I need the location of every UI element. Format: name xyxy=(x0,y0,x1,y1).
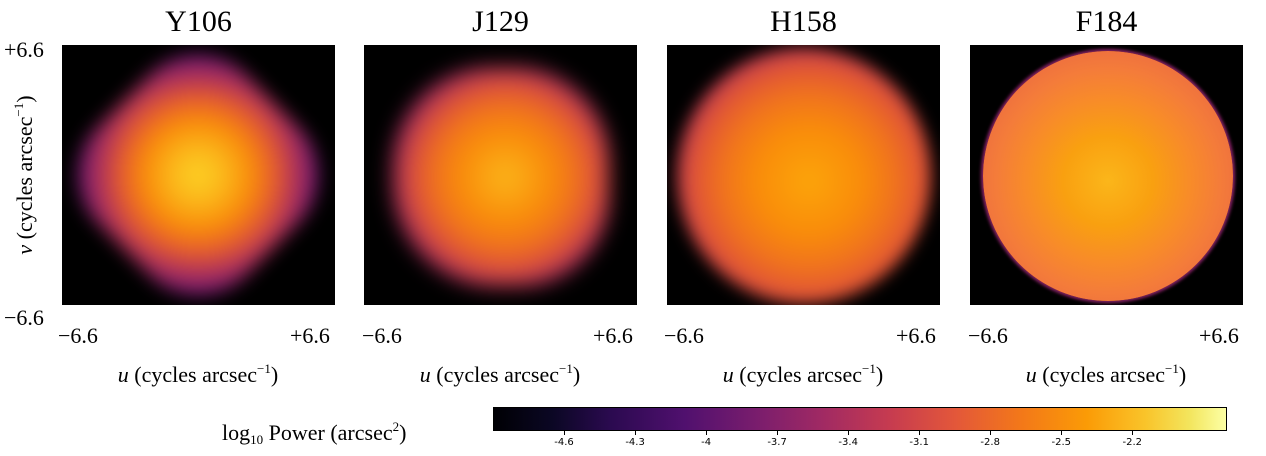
power-spectrum-y106 xyxy=(62,45,335,305)
panel-title-y106: Y106 xyxy=(165,5,232,38)
heatmap-panel-h158 xyxy=(667,45,940,305)
colorbar-tick-mark xyxy=(777,431,779,435)
heatmap-panel-j129 xyxy=(364,45,637,305)
x-tick-left-f184: −6.6 xyxy=(968,323,1008,348)
heatmap-panel-y106 xyxy=(62,45,335,305)
colorbar-tick-label: -4.6 xyxy=(554,437,574,448)
colorbar-tick-label: -2.5 xyxy=(1051,437,1072,448)
x-tick-right-h158: +6.6 xyxy=(896,323,936,348)
colorbar-tick-mark xyxy=(1061,431,1063,435)
colorbar-tick-label: -2.2 xyxy=(1122,437,1143,448)
power-spectrum-j129 xyxy=(392,67,610,287)
colorbar-tick-mark xyxy=(1132,431,1134,435)
colorbar-tick-mark xyxy=(635,431,637,435)
x-axis-label-h158: u (cycles arcsec−1) xyxy=(722,361,884,387)
x-tick-right-j129: +6.6 xyxy=(593,323,633,348)
colorbar-tick-mark xyxy=(848,431,850,435)
colorbar-tick-mark xyxy=(706,431,708,435)
power-spectrum-h158 xyxy=(677,48,931,304)
x-tick-right-f184: +6.6 xyxy=(1199,323,1239,348)
x-tick-right-y106: +6.6 xyxy=(290,323,330,348)
colorbar-tick-label: -4 xyxy=(701,437,712,448)
x-tick-left-h158: −6.6 xyxy=(664,323,704,348)
colorbar-tick-label: -3.7 xyxy=(767,437,787,448)
y-tick-bottom: −6.6 xyxy=(4,305,44,330)
panel-title-h158: H158 xyxy=(770,5,837,38)
y-tick-top: +6.6 xyxy=(4,37,44,62)
colorbar-tick-label: -2.8 xyxy=(980,437,1000,448)
colorbar-tick-label: -3.4 xyxy=(838,437,858,448)
colorbar-label: log10 Power (arcsec2) xyxy=(222,419,407,447)
colorbar-tick-mark xyxy=(564,431,565,435)
y-axis-label: v (cycles arcsec−1) xyxy=(11,95,37,255)
panel-title-j129: J129 xyxy=(472,5,529,38)
heatmap-panel-f184 xyxy=(970,45,1243,305)
colorbar xyxy=(493,407,1227,431)
colorbar-tick-label: -3.1 xyxy=(909,437,929,448)
colorbar-tick-mark xyxy=(919,431,921,435)
x-axis-label-y106: u (cycles arcsec−1) xyxy=(117,361,279,387)
x-tick-left-j129: −6.6 xyxy=(362,323,402,348)
x-axis-label-f184: u (cycles arcsec−1) xyxy=(1025,361,1187,387)
x-tick-left-y106: −6.6 xyxy=(58,323,98,348)
colorbar-tick-mark xyxy=(990,431,992,435)
colorbar-tick-label: -4.3 xyxy=(625,437,645,448)
panel-title-f184: F184 xyxy=(1075,5,1138,38)
x-axis-label-j129: u (cycles arcsec−1) xyxy=(419,361,581,387)
power-spectrum-f184 xyxy=(983,51,1233,301)
